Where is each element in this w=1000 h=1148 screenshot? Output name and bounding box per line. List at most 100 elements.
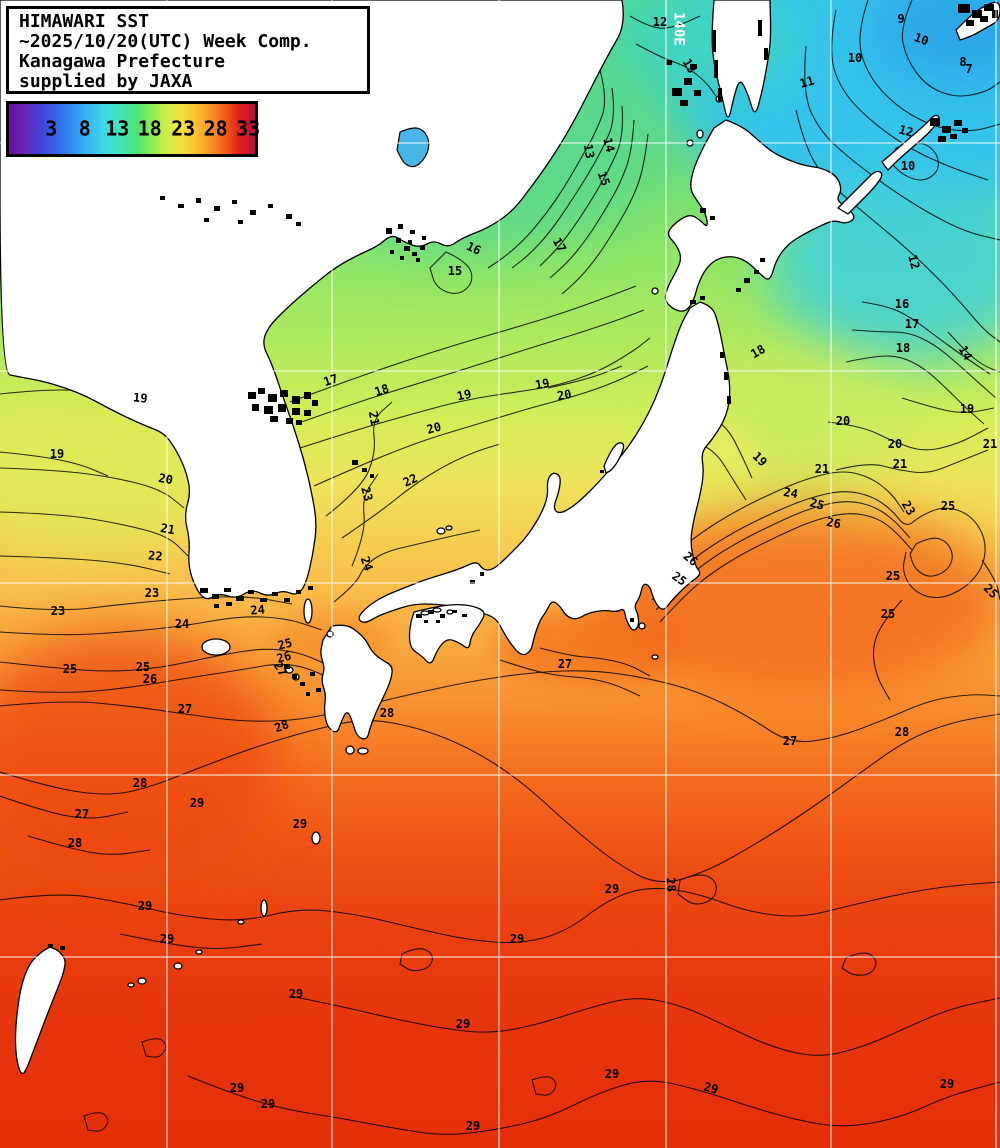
svg-text:25: 25: [669, 569, 689, 589]
svg-text:14: 14: [600, 136, 617, 154]
islet: [651, 654, 659, 660]
svg-text:27: 27: [271, 659, 290, 679]
title-line-source: supplied by JAXA: [19, 71, 193, 92]
svg-text:27: 27: [783, 734, 797, 748]
svg-text:18: 18: [373, 381, 391, 399]
land-kuril1: [837, 170, 883, 215]
islet: [195, 949, 203, 955]
sst-colorbar: 3 8 13 18 23 28 33: [6, 101, 261, 157]
svg-text:17: 17: [905, 317, 919, 331]
svg-text:15: 15: [448, 264, 462, 278]
svg-text:26: 26: [825, 515, 842, 531]
islet: [127, 982, 135, 988]
svg-text:25: 25: [941, 499, 955, 513]
land-taiwan: [14, 946, 66, 1075]
svg-text:22: 22: [148, 548, 164, 563]
svg-text:24: 24: [175, 617, 189, 631]
svg-text:21: 21: [159, 521, 176, 537]
svg-text:18: 18: [896, 341, 910, 355]
svg-text:28: 28: [895, 725, 909, 739]
land-sakhalin: [711, 0, 772, 118]
svg-text:29: 29: [605, 882, 619, 896]
svg-text:10: 10: [848, 51, 862, 65]
svg-text:23: 23: [51, 604, 65, 618]
grid-label: 40N: [18, 364, 43, 380]
svg-text:22: 22: [401, 471, 420, 490]
svg-text:19: 19: [960, 402, 974, 416]
islet: [638, 622, 646, 630]
svg-text:25: 25: [136, 660, 150, 674]
islet: [357, 747, 369, 755]
svg-text:28: 28: [663, 877, 678, 893]
svg-text:28: 28: [133, 776, 147, 790]
svg-text:19: 19: [133, 390, 149, 405]
svg-text:23: 23: [899, 498, 918, 518]
land-hokkaido: [664, 119, 855, 312]
colorbar-tick: 8: [78, 116, 91, 141]
svg-text:12: 12: [905, 253, 922, 271]
svg-text:28: 28: [272, 717, 290, 735]
svg-text:29: 29: [230, 1081, 244, 1095]
svg-text:23: 23: [358, 485, 375, 503]
svg-text:24: 24: [250, 602, 266, 617]
title-box: HIMAWARI SST ~2025/10/20(UTC) Week Comp.…: [6, 6, 370, 94]
svg-text:16: 16: [464, 239, 483, 258]
svg-text:27: 27: [75, 807, 89, 821]
svg-text:24: 24: [782, 485, 799, 501]
title-line-product: HIMAWARI SST: [19, 11, 150, 32]
islet: [420, 610, 430, 616]
svg-text:21: 21: [815, 462, 829, 476]
svg-text:19: 19: [50, 447, 64, 461]
svg-text:27: 27: [558, 657, 572, 671]
coast-speckles: [48, 4, 998, 950]
svg-text:20: 20: [888, 437, 902, 451]
svg-text:29: 29: [940, 1077, 954, 1091]
svg-text:29: 29: [289, 987, 303, 1001]
svg-text:29: 29: [466, 1119, 480, 1133]
svg-text:26: 26: [143, 672, 157, 686]
svg-text:20: 20: [556, 387, 573, 403]
islet: [445, 525, 453, 531]
svg-text:29: 29: [456, 1017, 470, 1031]
svg-text:26: 26: [275, 649, 293, 666]
svg-text:16: 16: [895, 297, 909, 311]
islet: [432, 607, 442, 613]
colorbar-tick: 3: [45, 116, 58, 141]
land-kuril3: [955, 1, 1000, 41]
svg-text:25: 25: [881, 607, 895, 621]
svg-text:11: 11: [798, 74, 816, 91]
colorbar-tick: 28: [203, 116, 228, 141]
svg-text:25: 25: [276, 636, 294, 653]
svg-text:12: 12: [897, 123, 915, 140]
svg-text:7: 7: [965, 62, 972, 76]
svg-text:17: 17: [322, 371, 340, 389]
islet: [436, 527, 446, 535]
svg-text:28: 28: [380, 706, 394, 720]
svg-text:25: 25: [886, 569, 900, 583]
svg-text:29: 29: [702, 1080, 720, 1097]
svg-text:20: 20: [157, 471, 174, 487]
islet: [345, 745, 355, 755]
svg-text:19: 19: [456, 387, 473, 404]
title-line-region: Kanagawa Prefecture: [19, 51, 225, 72]
islet: [201, 638, 231, 656]
colorbar-gradient: [9, 104, 255, 154]
svg-text:13: 13: [581, 143, 597, 160]
svg-text:25: 25: [808, 496, 826, 513]
islet: [311, 831, 321, 845]
svg-text:20: 20: [836, 414, 850, 428]
svg-text:29: 29: [138, 899, 152, 913]
islet: [303, 598, 313, 624]
islet: [137, 977, 147, 985]
colorbar-tick: 33: [236, 116, 261, 141]
svg-text:10: 10: [901, 159, 915, 173]
svg-text:21: 21: [983, 437, 997, 451]
svg-text:27: 27: [178, 702, 192, 716]
islet: [237, 919, 245, 925]
land-kyushu: [320, 624, 393, 740]
svg-text:14: 14: [956, 343, 975, 363]
islet: [651, 287, 659, 295]
